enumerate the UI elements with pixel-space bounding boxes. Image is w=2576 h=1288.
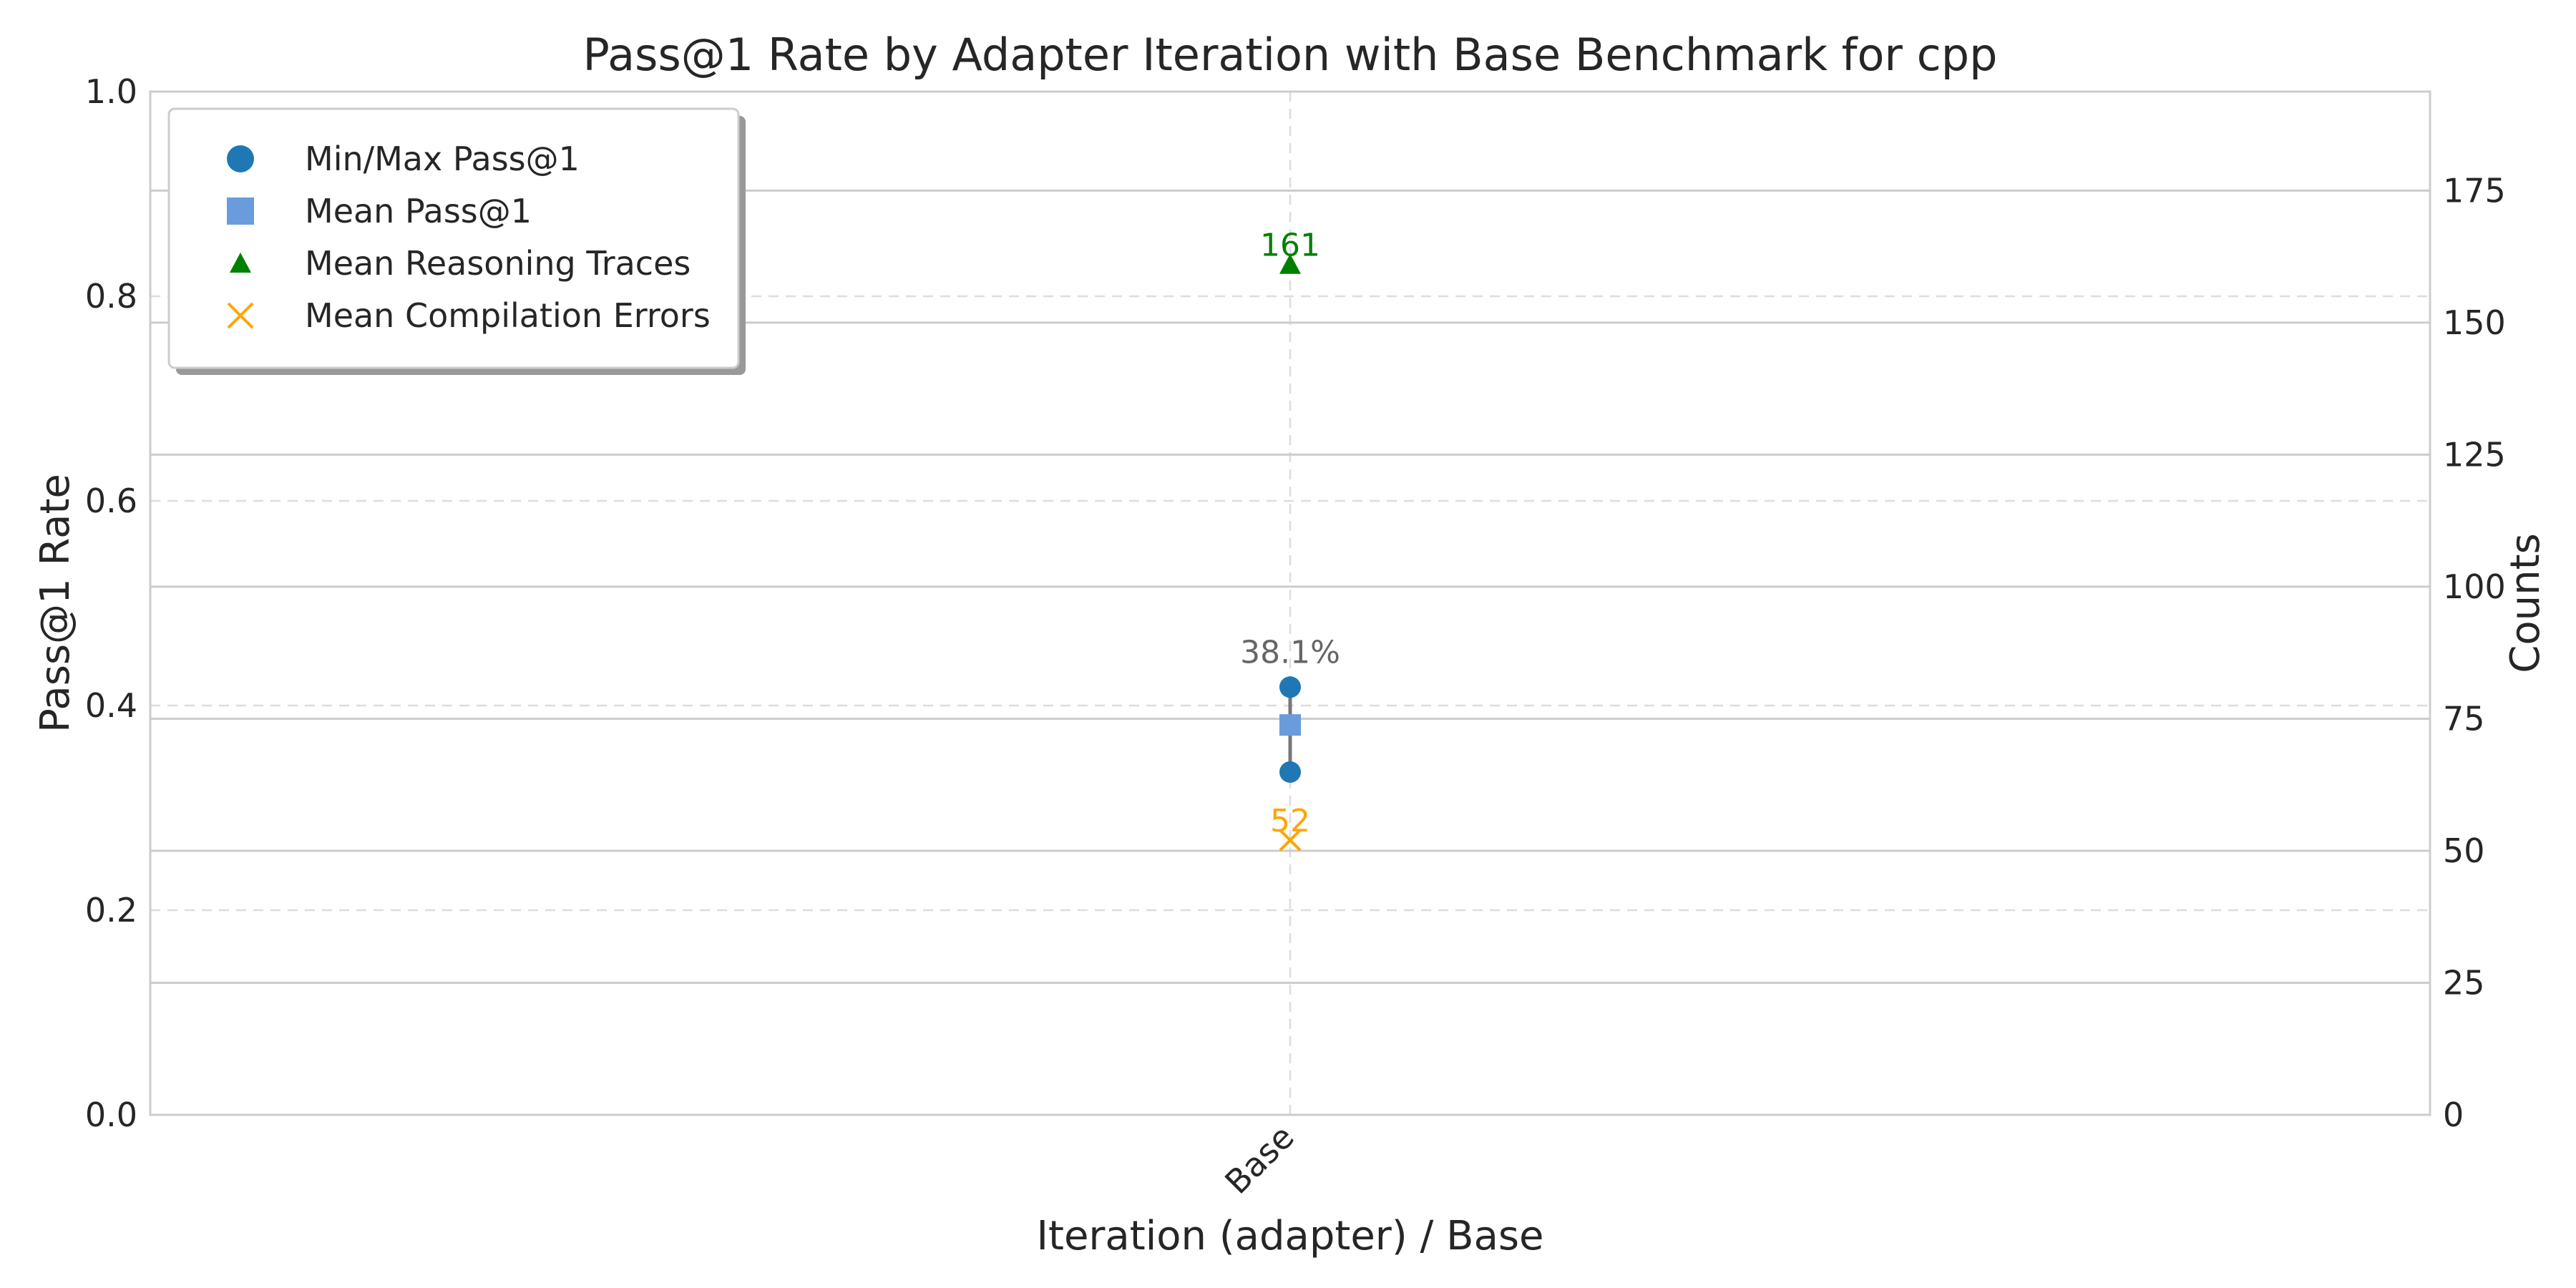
legend: Min/Max Pass@1 Mean Pass@1 Mean Reasoning …: [167, 107, 746, 375]
legend-label: Mean Pass@1: [305, 192, 532, 230]
y2-axis-label: Counts: [2502, 533, 2549, 673]
legend-box: [167, 107, 740, 369]
y2-tick-label: 175: [2443, 171, 2506, 210]
legend-circle-icon: [227, 145, 254, 172]
max-pass-marker: [1279, 676, 1301, 698]
y-tick-label: 1.0: [85, 72, 137, 111]
legend-label: Min/Max Pass@1: [305, 140, 580, 178]
y2-tick-label: 125: [2443, 435, 2506, 474]
legend-square-icon: [227, 197, 254, 225]
y2-tick-label: 150: [2443, 303, 2506, 342]
legend-label: Mean Reasoning Traces: [305, 244, 691, 283]
reasoning-traces-label: 161: [1260, 228, 1320, 264]
y2-tick-label: 25: [2443, 963, 2485, 1002]
compilation-errors-label: 52: [1270, 803, 1310, 839]
legend-x-icon: [227, 302, 254, 329]
compilation-errors-marker: [1279, 829, 1302, 852]
y-tick-label: 0.0: [85, 1096, 137, 1134]
y-axis-label: Pass@1 Rate: [32, 474, 79, 733]
chart-title: Pass@1 Rate by Adapter Iteration with Ba…: [583, 29, 1998, 81]
y-tick-label: 0.2: [85, 891, 137, 930]
x-tick-label: Base: [1217, 1118, 1301, 1201]
y2-tick-label: 75: [2443, 699, 2485, 738]
mean-pass-label: 38.1%: [1240, 634, 1340, 670]
data-marks: 38.1% 161 52: [1240, 228, 1340, 852]
min-pass-marker: [1279, 761, 1301, 783]
x-axis-label: Iteration (adapter) / Base: [1036, 1213, 1543, 1259]
y2-tick-label: 50: [2443, 831, 2485, 870]
y-tick-label: 0.6: [85, 482, 137, 520]
y-tick-label: 0.8: [85, 277, 137, 316]
y2-tick-label: 0: [2443, 1096, 2464, 1134]
reasoning-traces-marker: [1279, 253, 1301, 274]
legend-label: Mean Compilation Errors: [305, 296, 711, 335]
legend-triangle-icon: [230, 253, 251, 273]
plot-frame: [149, 90, 2431, 1116]
y2-tick-label: 100: [2443, 567, 2506, 606]
mean-pass-marker: [1279, 714, 1301, 736]
y-tick-label: 0.4: [85, 686, 137, 725]
